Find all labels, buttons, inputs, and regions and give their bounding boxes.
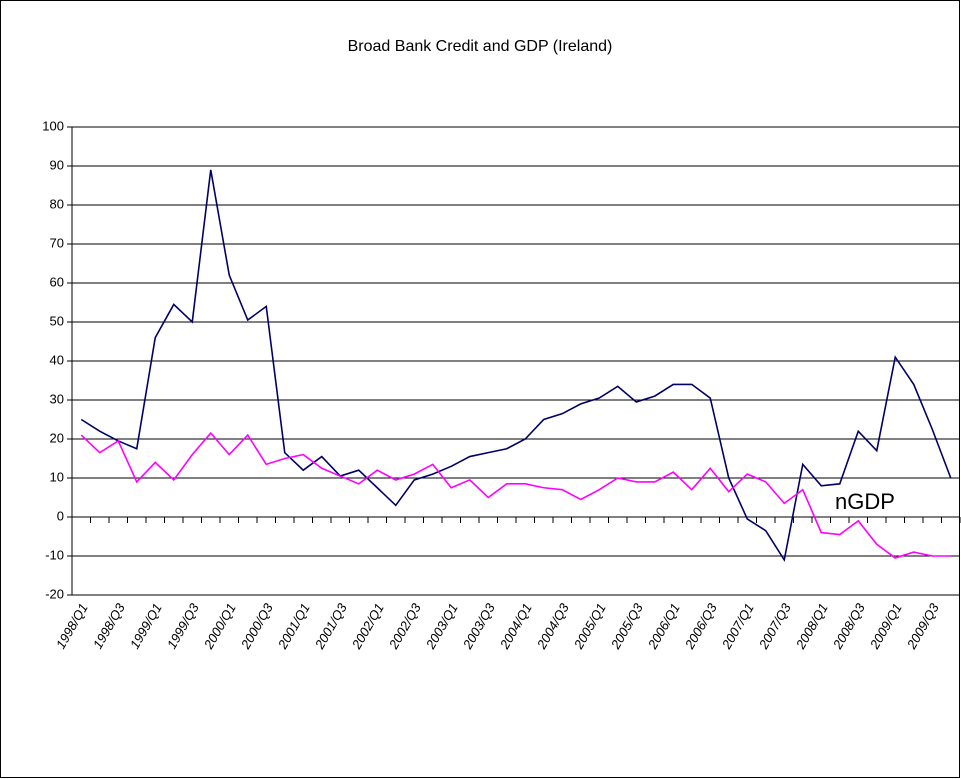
y-tick-label: 80 [50,196,64,211]
y-tick-label: 100 [42,118,64,133]
y-tick-label: 90 [50,157,64,172]
y-tick-label: 40 [50,352,64,367]
y-tick-label: 0 [57,508,64,523]
series-label: nGDP [835,489,895,514]
y-tick-label: 60 [50,274,64,289]
y-tick-label: 70 [50,235,64,250]
y-tick-label: -20 [45,586,64,601]
chart-title: Broad Bank Credit and GDP (Ireland) [348,38,613,55]
y-tick-label: 50 [50,313,64,328]
series-line [80,169,952,563]
y-tick-label: 20 [50,430,64,445]
y-tick-label: -10 [45,547,64,562]
y-tick-label: 10 [50,469,64,484]
series-line [80,431,951,559]
y-tick-label: 30 [50,391,64,406]
